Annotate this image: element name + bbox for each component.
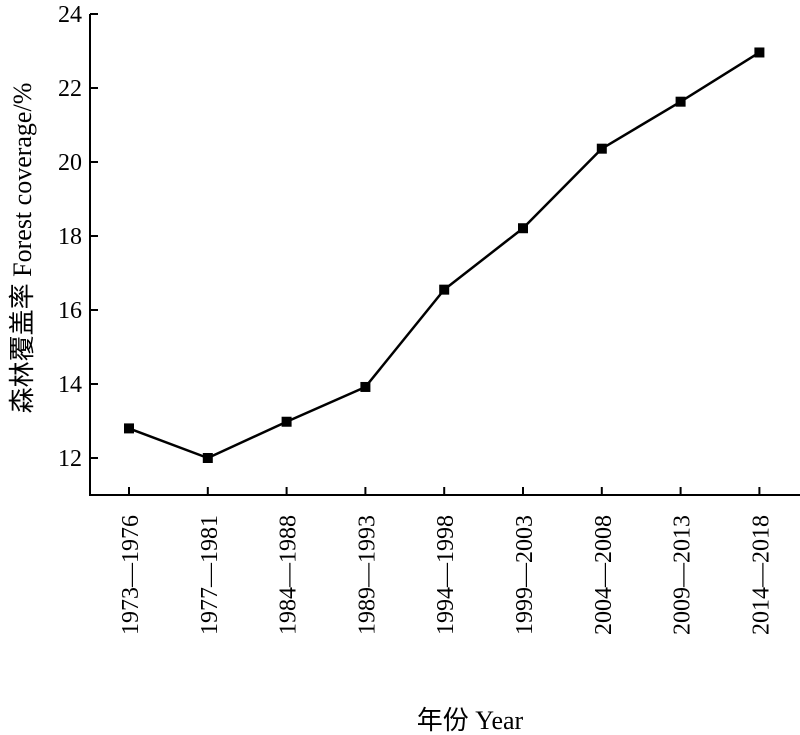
x-axis-title: 年份 Year (417, 706, 524, 735)
x-tick-label: 1999—2003 (512, 515, 538, 635)
y-tick-label: 20 (58, 150, 82, 176)
data-point-marker (202, 453, 213, 463)
x-tick-label: 2004—2008 (591, 515, 617, 635)
y-tick-label: 18 (58, 224, 82, 250)
series-layer (124, 47, 765, 463)
data-point-marker (518, 223, 528, 234)
axes (89, 14, 800, 496)
data-point-marker (439, 284, 450, 295)
data-point-marker (124, 423, 134, 434)
data-point-marker (596, 143, 607, 154)
x-tick-label: 2014—2018 (748, 515, 774, 635)
x-tick-label: 1984—1988 (276, 515, 302, 635)
x-tick-label: 2009—2013 (670, 515, 696, 635)
x-tick-label: 1989—1993 (354, 515, 380, 635)
y-tick-label: 24 (58, 2, 82, 28)
y-tick-label: 14 (58, 372, 82, 398)
series-line (128, 51, 761, 460)
data-point-marker (754, 47, 765, 58)
y-tick-label: 12 (58, 446, 82, 472)
y-tick-label: 16 (58, 298, 82, 324)
y-ticks: 12 14 16 18 20 22 24 (58, 2, 98, 472)
y-tick-label: 22 (58, 76, 82, 102)
data-point-marker (675, 96, 686, 107)
x-tick-label: 1994—1998 (433, 515, 459, 635)
x-tick-label: 1977—1981 (197, 515, 223, 635)
data-point-marker (360, 381, 371, 392)
y-axis-title: 森林覆盖率 Forest coverage/% (8, 83, 37, 414)
data-point-marker (281, 416, 292, 427)
x-tick-label: 1973—1976 (118, 515, 144, 635)
x-ticks: 1973—1976 1977—1981 1984—1988 1989—1993 1994… (118, 487, 774, 635)
